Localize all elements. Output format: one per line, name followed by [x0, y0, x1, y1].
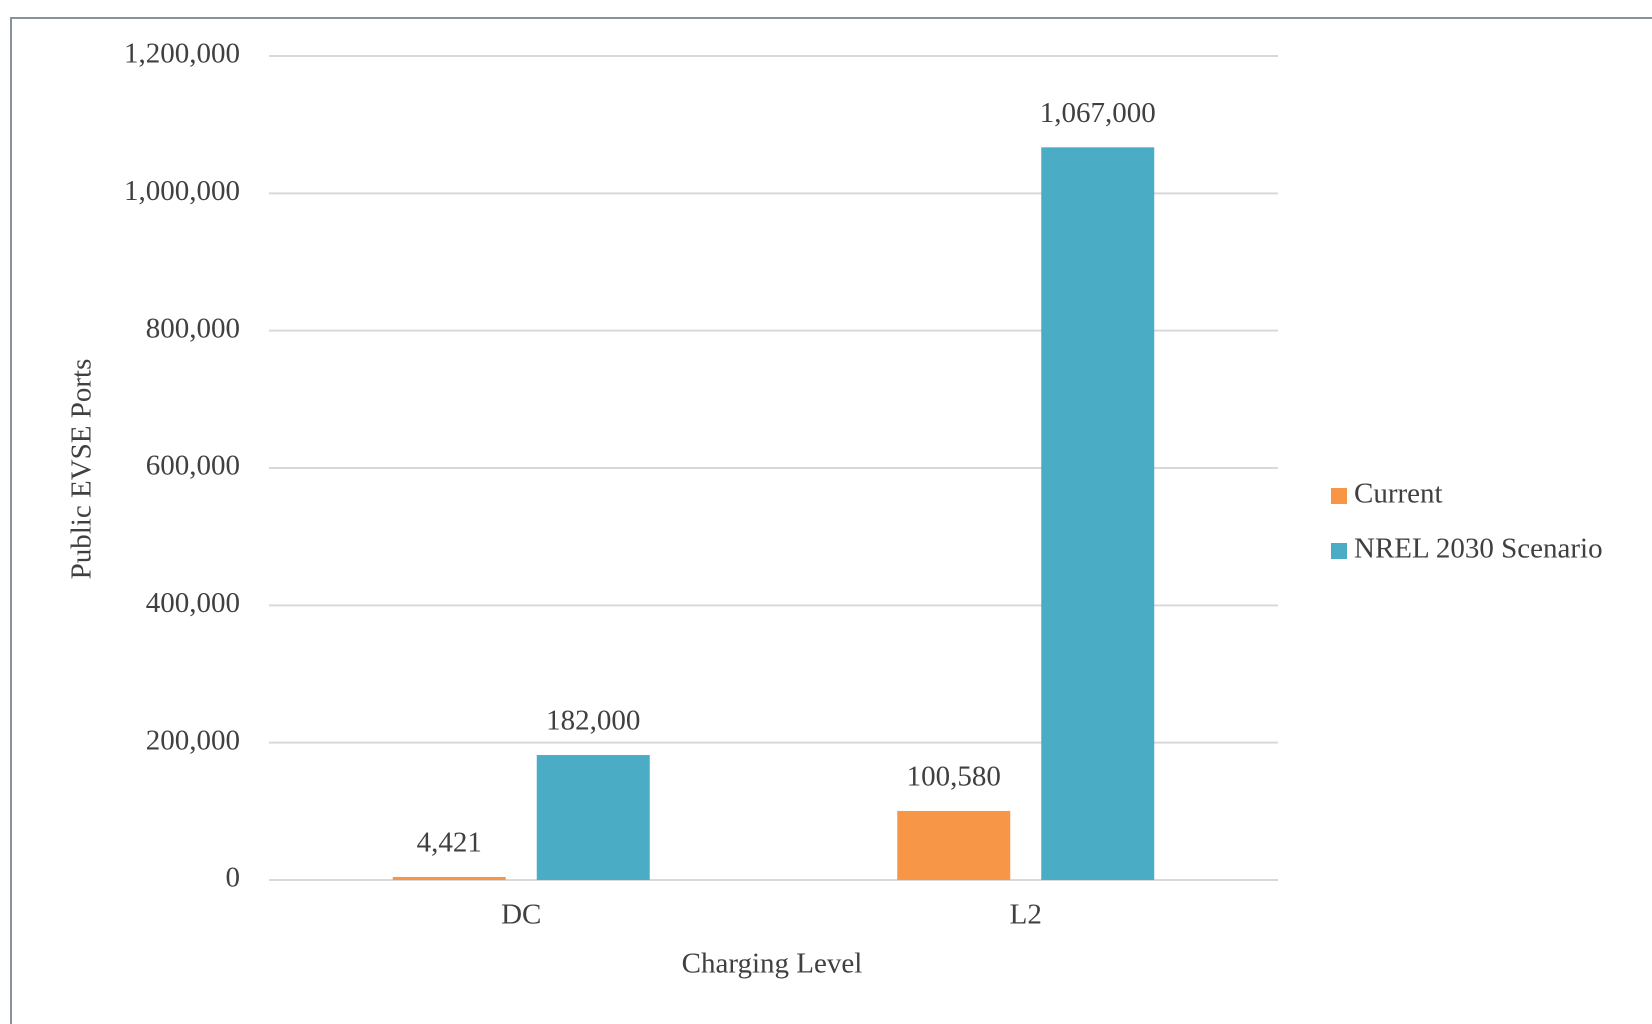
data-label: 1,067,000 — [1040, 97, 1156, 129]
frame — [10, 17, 1652, 1024]
y-tick-label: 800,000 — [146, 312, 240, 344]
y-tick-label: 600,000 — [146, 450, 240, 482]
bar — [392, 876, 506, 880]
legend-label: Current — [1354, 478, 1443, 510]
x-tick-label: L2 — [1010, 899, 1042, 931]
x-axis-title: Charging Level — [682, 948, 863, 980]
bar — [897, 810, 1011, 880]
legend-label: NREL 2030 Scenario — [1354, 533, 1603, 565]
y-tick-label: 0 — [226, 862, 241, 894]
y-tick-label: 200,000 — [146, 724, 240, 756]
legend-swatch — [1331, 488, 1347, 504]
bar — [1041, 147, 1155, 880]
y-axis-title: Public EVSE Ports — [66, 359, 98, 580]
data-label: 100,580 — [907, 761, 1001, 793]
bar — [536, 755, 650, 880]
legend-swatch — [1331, 543, 1347, 559]
x-tick-label: DC — [501, 899, 541, 931]
data-label: 4,421 — [417, 827, 482, 859]
y-tick-label: 1,200,000 — [124, 38, 240, 70]
y-tick-label: 1,000,000 — [124, 175, 240, 207]
data-label: 182,000 — [546, 705, 640, 737]
y-tick-label: 400,000 — [146, 587, 240, 619]
